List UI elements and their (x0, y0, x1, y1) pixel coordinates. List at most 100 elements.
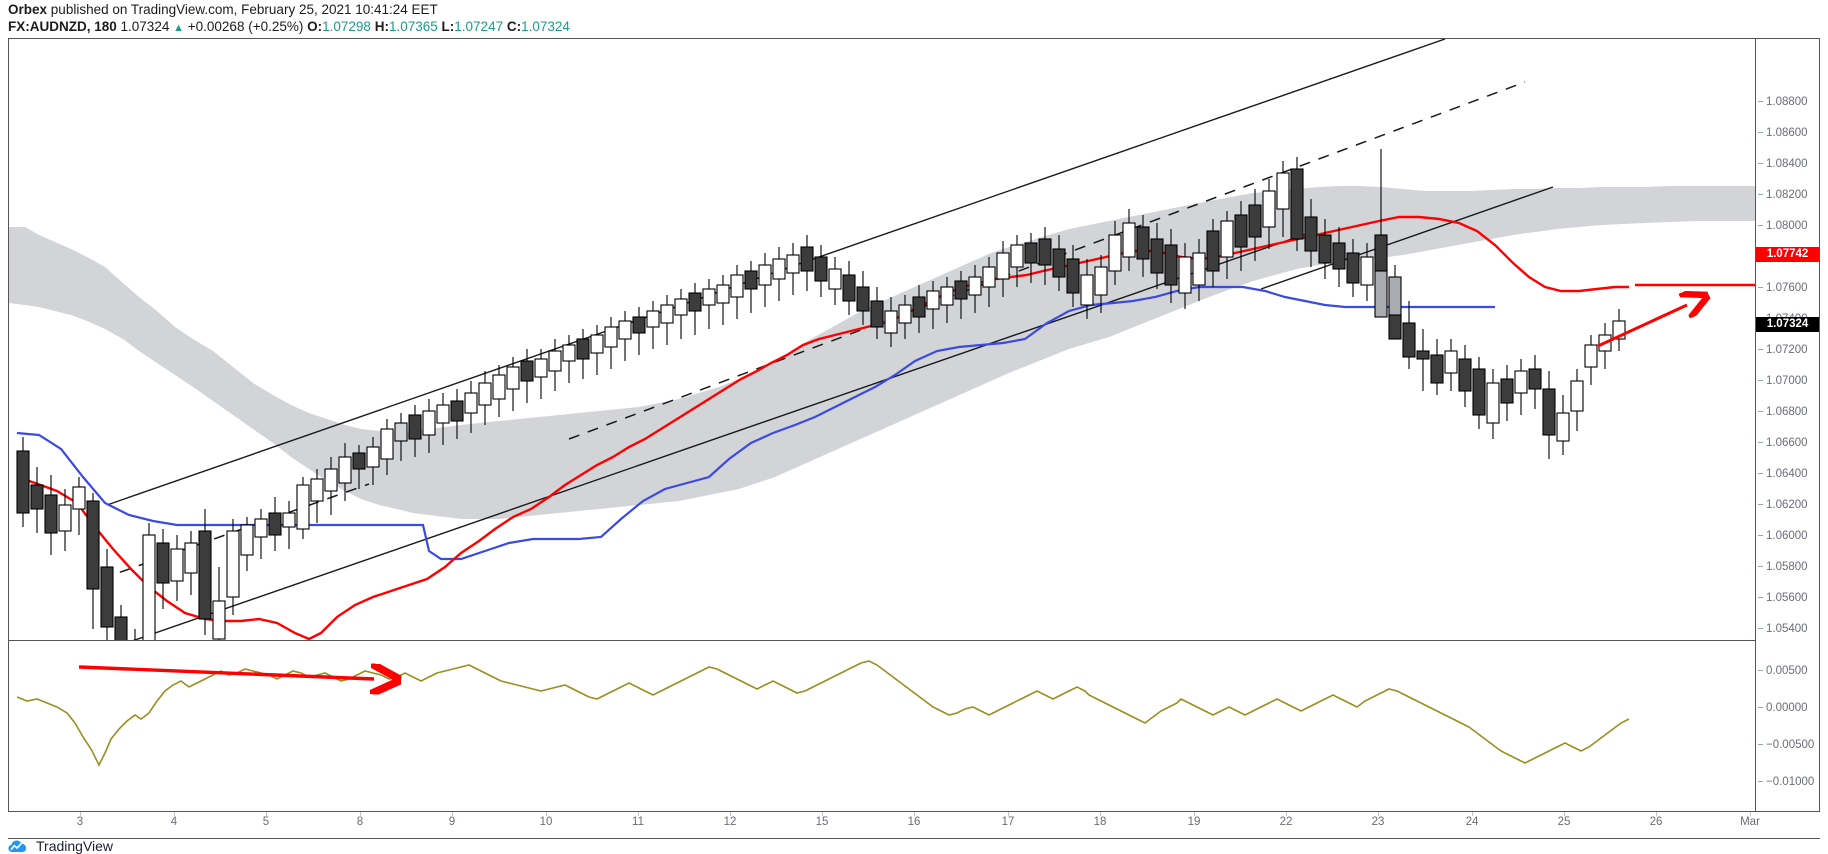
time-label: 11 (632, 816, 644, 828)
ma-fast-line (16, 215, 1629, 640)
price-tick: 1.05800 (1756, 561, 1819, 573)
indicator-tick: −0.01000 (1756, 776, 1819, 788)
time-label: 8 (356, 816, 364, 828)
indicator-pane[interactable] (9, 641, 1755, 811)
time-label: 10 (539, 816, 553, 828)
symbol-ohlc-line: FX:AUDNZD, 180 1.07324 ▲ +0.00268 (+0.25… (8, 18, 1818, 37)
indicator-pane-canvas (16, 660, 1630, 767)
tradingview-logo-text: TradingView (36, 837, 114, 854)
price-tick: 1.05400 (1756, 623, 1819, 635)
time-label: 9 (448, 816, 456, 828)
price-tick-label: 1.05400 (1766, 623, 1808, 635)
time-label: 26 (1649, 816, 1663, 828)
publisher-line: Orbex published on TradingView.com, Febr… (8, 2, 1818, 18)
time-label: 22 (1279, 816, 1293, 828)
price-tick-label: 1.08600 (1766, 127, 1808, 139)
indicator-tick-label: −0.01000 (1766, 776, 1815, 788)
low-value: 1.07247 (454, 19, 504, 34)
price-tick: 1.08400 (1756, 158, 1819, 170)
close-value: 1.07324 (521, 19, 570, 34)
indicator-tick-label: 0.00500 (1766, 665, 1808, 677)
ichimoku-cloud (9, 186, 1755, 519)
time-label: 19 (1187, 816, 1201, 828)
price-tick-label: 1.08800 (1766, 96, 1808, 108)
indicator-scale[interactable]: 0.00500 0.00000 −0.00500 −0.01000 (1756, 641, 1819, 811)
price-tick-label: 1.06000 (1766, 530, 1808, 542)
tradingview-logo[interactable]: TradingView (8, 837, 308, 854)
time-label: 24 (1465, 816, 1479, 828)
high-value: 1.07365 (388, 19, 438, 34)
price-tick: 1.06600 (1756, 437, 1819, 449)
high-label: H: (374, 19, 389, 34)
price-pane-canvas (9, 39, 1755, 640)
close-label: C: (506, 19, 522, 34)
price-tick-label: 1.05600 (1766, 592, 1808, 604)
price-tick: 1.07200 (1756, 344, 1819, 356)
momentum-line (16, 660, 1630, 767)
axis-rule (8, 838, 1820, 839)
time-label: 15 (815, 816, 829, 828)
price-tick: 1.06200 (1756, 499, 1819, 511)
time-axis[interactable]: 3 4 5 8 9 10 11 12 15 16 17 18 19 22 23 … (8, 812, 1820, 838)
price-tick: 1.08000 (1756, 220, 1819, 232)
price-tick-label: 1.06200 (1766, 499, 1808, 511)
time-label: 25 (1557, 816, 1571, 828)
price-tick-label: 1.06400 (1766, 468, 1808, 480)
price-tick: 1.06800 (1756, 406, 1819, 418)
price-tick-label: 1.07000 (1766, 375, 1808, 387)
indicator-tick: 0.00000 (1756, 702, 1819, 714)
up-triangle-icon: ▲ (173, 22, 184, 34)
time-label: 17 (1001, 816, 1015, 828)
symbol-label[interactable]: FX:AUDNZD, 180 (8, 19, 117, 34)
price-tick: 1.08200 (1756, 189, 1819, 201)
chart-frame: NZD 1.08800 1.08600 1.08400 1.08200 1.08… (8, 38, 1820, 812)
publisher-name: Orbex (8, 2, 48, 17)
price-tick: 1.06400 (1756, 468, 1819, 480)
last-price: 1.07324 (120, 19, 170, 34)
dashed-trendline[interactable] (100, 81, 1526, 580)
time-label: 4 (170, 816, 178, 828)
tradingview-logo-icon (8, 840, 27, 852)
time-label: 23 (1371, 816, 1385, 828)
price-tick-label: 1.05800 (1766, 561, 1808, 573)
open-label: O: (307, 19, 323, 34)
last-price-badge[interactable]: 1.07324 (1756, 317, 1819, 332)
price-tick: 1.06000 (1756, 530, 1819, 542)
indicator-tick-label: 0.00000 (1766, 702, 1808, 714)
time-label: Mar (1740, 816, 1760, 828)
price-tick-label: 1.07600 (1766, 282, 1808, 294)
price-level-badge[interactable]: 1.07742 (1756, 247, 1819, 262)
price-tick: 1.08800 (1756, 96, 1819, 108)
time-label: 18 (1093, 816, 1107, 828)
indicator-tick-label: −0.00500 (1766, 739, 1815, 751)
indicator-tick: 0.00500 (1756, 665, 1819, 677)
price-scale[interactable]: NZD 1.08800 1.08600 1.08400 1.08200 1.08… (1756, 39, 1819, 640)
price-tick: 1.08600 (1756, 127, 1819, 139)
published-text: published on TradingView.com, February 2… (50, 2, 438, 17)
pane-divider (9, 640, 1755, 641)
annotation-arrow-indicator[interactable] (78, 667, 374, 679)
price-tick-label: 1.06800 (1766, 406, 1808, 418)
price-tick-label: 1.08200 (1766, 189, 1808, 201)
time-label: 16 (907, 816, 921, 828)
price-tick-label: 1.08000 (1766, 220, 1808, 232)
price-tick-label: 1.08400 (1766, 158, 1808, 170)
indicator-tick: −0.00500 (1756, 739, 1819, 751)
price-tick: 1.05600 (1756, 592, 1819, 604)
price-tick: 1.07000 (1756, 375, 1819, 387)
price-tick: 1.07600 (1756, 282, 1819, 294)
ma-slow-line (16, 285, 1495, 561)
time-label: 5 (262, 816, 270, 828)
annotation-arrow-price[interactable] (1597, 305, 1687, 348)
time-label: 3 (76, 816, 84, 828)
price-tick-label: 1.07200 (1766, 344, 1808, 356)
open-value: 1.07298 (322, 19, 371, 34)
price-pane[interactable] (9, 39, 1755, 640)
scale-separator (1755, 39, 1756, 811)
chart-header: Orbex published on TradingView.com, Febr… (8, 2, 1818, 36)
time-label: 12 (723, 816, 737, 828)
price-tick-label: 1.06600 (1766, 437, 1808, 449)
change-value: +0.00268 (+0.25%) (187, 19, 304, 34)
low-label: L: (441, 19, 455, 34)
candlestick-series (16, 149, 1626, 640)
